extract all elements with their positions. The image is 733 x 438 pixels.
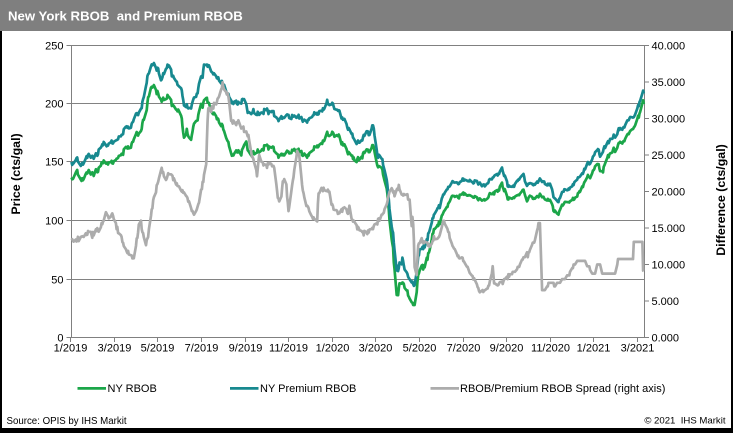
svg-text:© 2021 IHS Markit: © 2021 IHS Markit xyxy=(644,416,726,427)
svg-text:10.000: 10.000 xyxy=(652,260,686,272)
svg-text:RBOB/Premium RBOB Spread (righ: RBOB/Premium RBOB Spread (right axis) xyxy=(460,383,665,395)
svg-text:50: 50 xyxy=(51,275,63,287)
svg-text:Source: OPIS by IHS Markit: Source: OPIS by IHS Markit xyxy=(7,416,127,427)
svg-text:9/2020: 9/2020 xyxy=(490,343,524,355)
svg-text:0.000: 0.000 xyxy=(652,333,680,345)
svg-text:250: 250 xyxy=(45,41,63,53)
svg-text:40.000: 40.000 xyxy=(652,41,686,53)
svg-text:30.000: 30.000 xyxy=(652,114,686,126)
svg-text:3/2019: 3/2019 xyxy=(98,343,132,355)
svg-text:11/2019: 11/2019 xyxy=(269,343,308,355)
svg-text:15.000: 15.000 xyxy=(652,223,686,235)
svg-text:35.000: 35.000 xyxy=(652,77,686,89)
svg-text:3/2021: 3/2021 xyxy=(621,343,655,355)
svg-text:25.000: 25.000 xyxy=(652,150,686,162)
svg-text:New York RBOB and Premium RBO: New York RBOB and Premium RBOB xyxy=(8,9,243,24)
svg-text:100: 100 xyxy=(45,216,63,228)
svg-text:7/2020: 7/2020 xyxy=(447,343,481,355)
svg-text:3/2020: 3/2020 xyxy=(359,343,393,355)
svg-text:200: 200 xyxy=(45,99,63,111)
svg-text:5.000: 5.000 xyxy=(652,296,680,308)
svg-text:NY Premium RBOB: NY Premium RBOB xyxy=(260,383,356,395)
svg-text:1/2020: 1/2020 xyxy=(316,343,350,355)
svg-text:5/2019: 5/2019 xyxy=(141,343,175,355)
svg-text:Difference (cts/gal): Difference (cts/gal) xyxy=(714,144,728,256)
svg-text:7/2019: 7/2019 xyxy=(185,343,219,355)
svg-text:20.000: 20.000 xyxy=(652,187,686,199)
svg-text:Price (cts/gal): Price (cts/gal) xyxy=(9,133,23,214)
svg-text:9/2019: 9/2019 xyxy=(229,343,263,355)
svg-text:NY RBOB: NY RBOB xyxy=(108,383,157,395)
svg-text:5/2020: 5/2020 xyxy=(403,343,437,355)
svg-text:150: 150 xyxy=(45,157,63,169)
svg-text:1/2021: 1/2021 xyxy=(577,343,611,355)
svg-text:0: 0 xyxy=(57,333,63,345)
svg-text:11/2020: 11/2020 xyxy=(531,343,570,355)
svg-text:1/2019: 1/2019 xyxy=(54,343,88,355)
